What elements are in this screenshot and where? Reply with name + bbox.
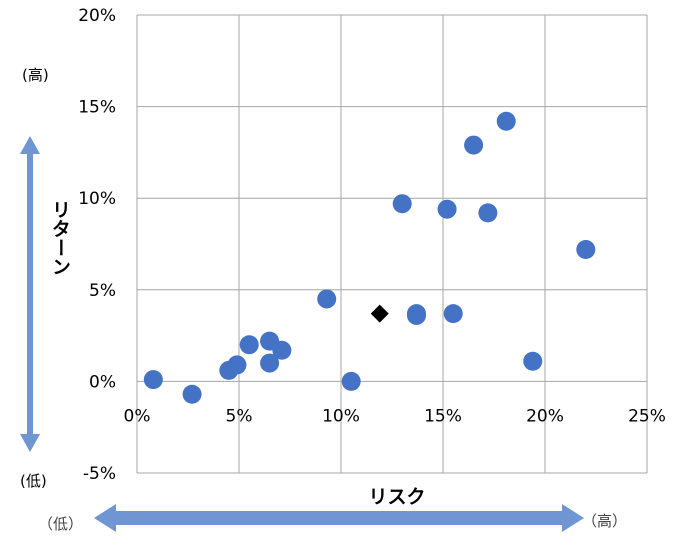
x-tick-labels: 0% 5% 10% 15% 20% 25% — [124, 406, 666, 426]
scatter-point — [576, 239, 596, 259]
y-arrow-head-up — [20, 136, 40, 154]
y-tick-label: 15% — [78, 98, 116, 118]
scatter-point — [464, 135, 484, 155]
x-tick-label: 0% — [124, 406, 151, 426]
scatter-point — [392, 194, 412, 214]
x-low-label: （低） — [38, 515, 83, 533]
scatter-point — [523, 351, 543, 371]
scatter-point — [227, 355, 247, 375]
scatter-point — [443, 304, 463, 324]
x-axis-label: リスク — [368, 486, 425, 508]
y-tick-label: 20% — [78, 6, 116, 26]
scatter-point — [341, 371, 361, 391]
gridlines — [136, 14, 648, 474]
x-tick-label: 10% — [322, 406, 360, 426]
data-points — [143, 111, 596, 404]
scatter-point — [437, 199, 457, 219]
y-arrow-head-down — [20, 434, 40, 452]
y-tick-label: -5% — [83, 464, 116, 484]
scatter-point — [182, 384, 202, 404]
diamond-point — [370, 304, 389, 323]
y-tick-label: 0% — [89, 372, 116, 392]
scatter-point — [317, 289, 337, 309]
y-axis-label: リターン — [49, 200, 71, 276]
scatter-point — [272, 340, 292, 360]
y-high-label: (高) — [22, 66, 49, 84]
y-tick-label: 5% — [89, 281, 116, 301]
x-tick-label: 20% — [526, 406, 564, 426]
y-low-label: (低) — [20, 472, 47, 490]
y-axis-arrow — [20, 136, 40, 452]
scatter-point — [260, 353, 280, 373]
x-axis-arrow — [94, 504, 584, 532]
scatter-point — [496, 111, 516, 131]
x-arrow-head-right — [562, 504, 584, 532]
x-high-label: （高） — [582, 512, 627, 530]
x-arrow-head-left — [94, 504, 116, 532]
x-tick-label: 5% — [226, 406, 253, 426]
scatter-point — [239, 335, 259, 355]
x-tick-label: 25% — [628, 406, 666, 426]
scatter-point — [143, 370, 163, 390]
y-tick-label: 10% — [78, 189, 116, 209]
scatter-point — [478, 203, 498, 223]
x-tick-label: 15% — [424, 406, 462, 426]
scatter-point — [406, 305, 426, 325]
y-tick-labels: -5% 0% 5% 10% 15% 20% — [78, 6, 116, 484]
